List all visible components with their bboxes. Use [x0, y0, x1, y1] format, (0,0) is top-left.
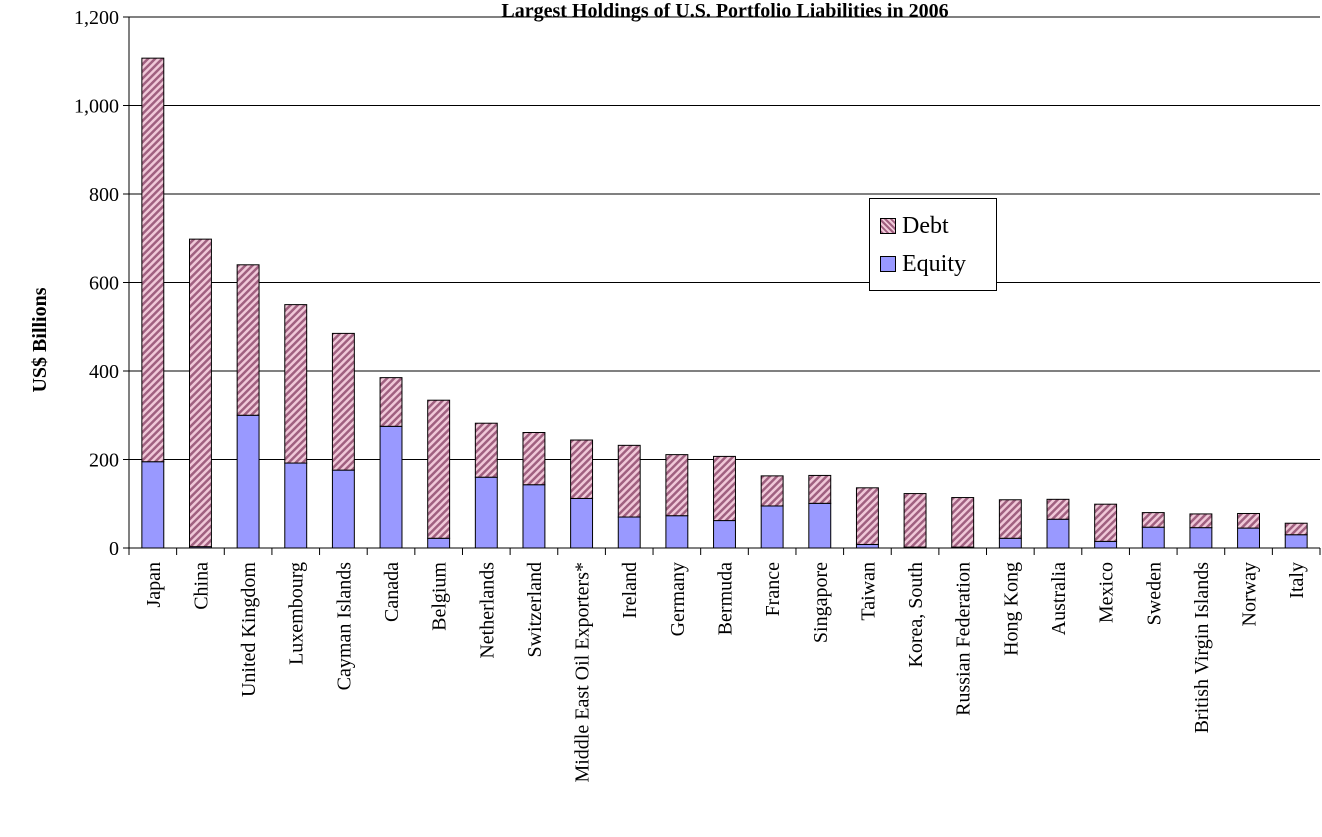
bar-debt: [141, 57, 165, 463]
legend-swatch-equity: [880, 256, 896, 272]
x-tick-label: Germany: [667, 562, 689, 636]
x-tick-label: British Virgin Islands: [1191, 562, 1213, 734]
bar-equity: [808, 502, 832, 549]
bar-debt: [427, 399, 451, 539]
bar-equity: [236, 414, 260, 549]
y-tick-label: 0: [109, 538, 119, 560]
bar-equity: [1189, 527, 1213, 549]
x-tick-label: China: [190, 562, 212, 610]
x-tick-labels: Japan China United Kingdom Luxembourg Cayman…: [143, 562, 1308, 783]
x-tick-label: Middle East Oil Exporters*: [572, 562, 594, 783]
legend-label-debt: Debt: [902, 212, 949, 239]
bar-debt: [760, 475, 784, 507]
bar-equity: [427, 537, 451, 549]
bar-debt: [1141, 512, 1165, 528]
y-tick-labels: 0 200 400 600 800 1,000 1,200: [74, 7, 119, 560]
x-tick-label: Ireland: [619, 562, 641, 619]
x-tick-label: France: [762, 562, 784, 617]
y-tick-label: 200: [89, 450, 119, 472]
x-tick-label: Switzerland: [524, 562, 546, 658]
bar-equity: [855, 543, 879, 549]
bar-debt: [331, 332, 355, 471]
bar-equity: [284, 462, 308, 549]
bar-equity: [1237, 527, 1260, 549]
bar-equity: [141, 461, 165, 549]
bar-equity: [522, 484, 546, 549]
grid-lines: [129, 16, 1320, 460]
bar-equity: [570, 497, 594, 549]
legend-label-equity: Equity: [902, 250, 966, 277]
bar-debt: [189, 238, 212, 548]
x-tick-label: Canada: [381, 562, 403, 622]
x-tick-label: Norway: [1239, 562, 1261, 626]
bar-debt: [617, 444, 641, 518]
bar-debt: [1094, 503, 1118, 542]
bar-debt: [236, 264, 260, 416]
y-tick-label: 800: [89, 184, 119, 206]
bars: [141, 57, 1308, 549]
bar-debt: [903, 493, 927, 548]
bar-equity: [1094, 540, 1118, 549]
bar-debt: [951, 497, 975, 548]
x-tick-label: Russian Federation: [953, 562, 975, 716]
x-tick-label: Bermuda: [715, 562, 737, 635]
bar-debt: [808, 474, 832, 504]
bar-equity: [379, 425, 403, 549]
bar-equity: [665, 515, 689, 549]
y-tick-label: 1,200: [74, 7, 119, 29]
bar-debt: [1189, 513, 1213, 529]
x-tick-label: Netherlands: [476, 562, 498, 659]
bar-equity: [617, 516, 641, 549]
bar-debt: [522, 432, 546, 486]
x-tick-label: Hong Kong: [1000, 562, 1022, 656]
bar-equity: [1141, 526, 1165, 549]
bar-debt: [379, 377, 403, 427]
bar-equity: [713, 520, 736, 549]
bar-debt: [665, 454, 689, 517]
legend-item-debt: Debt: [880, 213, 949, 239]
bar-debt: [713, 455, 736, 522]
x-tick-label: Australia: [1048, 562, 1070, 635]
y-tick-label: 600: [89, 273, 119, 295]
x-tick-label: Belgium: [429, 562, 451, 631]
x-tick-label: Sweden: [1143, 562, 1165, 625]
y-axis-label: US$ Billions: [29, 287, 51, 392]
x-tick-label: Korea, South: [905, 562, 927, 668]
axes: [123, 16, 1321, 555]
y-tick-label: 1,000: [74, 96, 119, 118]
bar-equity: [1284, 534, 1308, 549]
bar-debt: [998, 499, 1022, 539]
legend: Debt Equity: [869, 198, 997, 291]
x-tick-label: Cayman Islands: [333, 562, 355, 691]
bar-debt: [474, 422, 498, 478]
bar-debt: [1237, 512, 1260, 529]
y-tick-label: 400: [89, 361, 119, 383]
x-tick-label: Japan: [143, 562, 165, 608]
bar-debt: [855, 487, 879, 545]
bar-debt: [284, 304, 308, 464]
bar-debt: [570, 439, 594, 499]
bar-debt: [1284, 522, 1308, 536]
bar-equity: [474, 476, 498, 549]
x-tick-label: Singapore: [810, 562, 832, 643]
x-tick-label: Luxembourg: [286, 562, 308, 665]
legend-item-equity: Equity: [880, 251, 966, 277]
x-tick-label: United Kingdom: [238, 562, 260, 697]
bar-equity: [331, 469, 355, 549]
x-tick-label: Taiwan: [857, 562, 879, 621]
x-tick-label: Mexico: [1096, 562, 1118, 623]
bar-equity: [760, 505, 784, 549]
bar-equity: [1046, 518, 1070, 549]
legend-swatch-debt: [880, 218, 896, 234]
bar-debt: [1046, 498, 1070, 520]
bar-equity: [998, 537, 1022, 549]
x-tick-label: Italy: [1286, 562, 1308, 599]
